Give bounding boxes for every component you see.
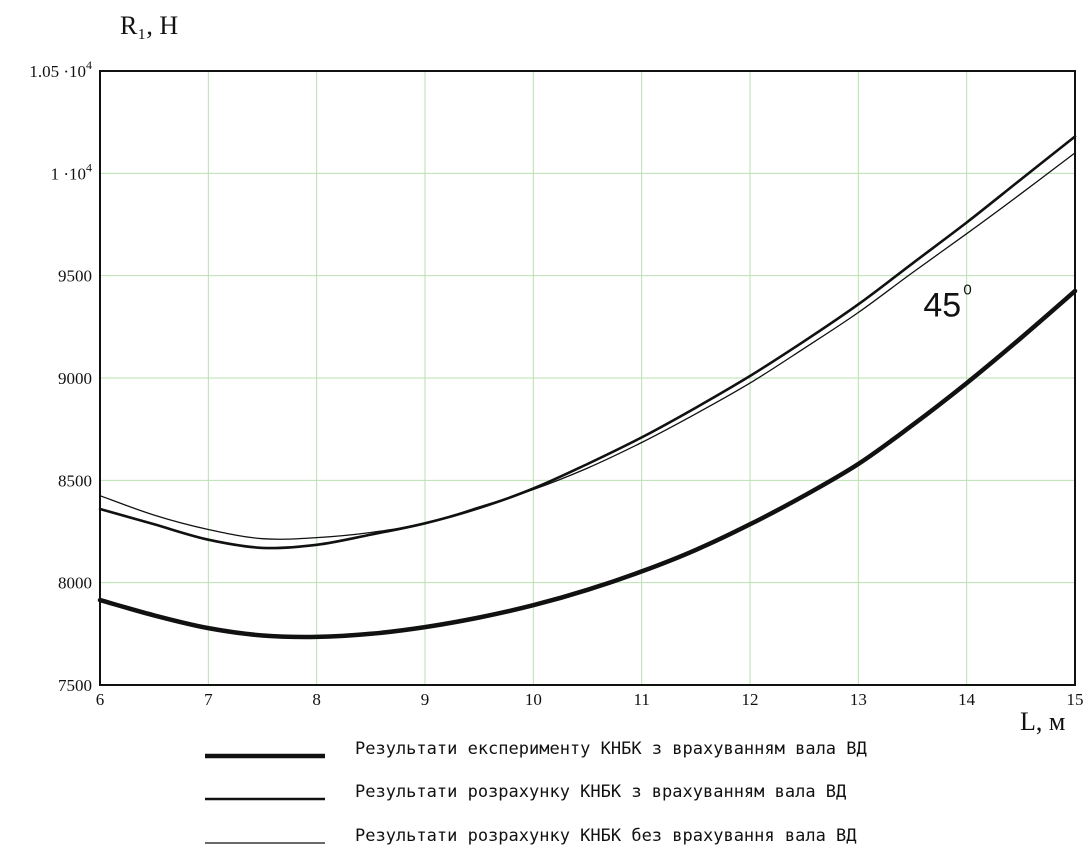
x-tick-label-6: 12 bbox=[742, 690, 759, 709]
x-tick-label-7: 13 bbox=[850, 690, 867, 709]
y-tick-labels: 7500 8000 8500 9000 9500 1 ·104 1.05 ·104 bbox=[29, 58, 92, 695]
legend-label-1: Результати розрахунку КНБК з врахуванням… bbox=[355, 782, 846, 802]
legend: Результати експерименту КНБК з врахуванн… bbox=[205, 739, 867, 846]
angle-annotation-degree: 0 bbox=[963, 282, 971, 299]
y-tick-label-4: 9500 bbox=[58, 267, 92, 286]
y-axis-label: R₁, Н bbox=[120, 11, 178, 40]
legend-label-2: Результати розрахунку КНБК без врахуванн… bbox=[355, 826, 857, 846]
series-lines bbox=[97, 135, 1078, 640]
legend-label-0: Результати експерименту КНБК з врахуванн… bbox=[355, 739, 867, 759]
x-tick-label-4: 10 bbox=[525, 690, 542, 709]
angle-annotation: 45 bbox=[923, 287, 961, 325]
x-tick-label-8: 14 bbox=[958, 690, 976, 709]
x-tick-label-2: 8 bbox=[312, 690, 321, 709]
x-tick-label-5: 11 bbox=[633, 690, 649, 709]
plot-frame bbox=[99, 70, 1076, 686]
series-line-2 bbox=[99, 152, 1076, 540]
grid bbox=[100, 71, 1075, 685]
x-axis-label: L, м bbox=[1020, 707, 1065, 736]
series-line-1 bbox=[98, 135, 1077, 550]
y-tick-label-1: 8000 bbox=[58, 574, 92, 593]
y-tick-label-2: 8500 bbox=[58, 471, 92, 490]
x-tick-labels: 6 7 8 9 10 11 12 13 14 15 bbox=[96, 690, 1084, 709]
x-tick-label-9: 15 bbox=[1067, 690, 1084, 709]
y-tick-label-6: 1.05 ·104 bbox=[29, 58, 92, 81]
x-tick-label-0: 6 bbox=[96, 690, 105, 709]
x-tick-label-1: 7 bbox=[204, 690, 213, 709]
x-tick-label-3: 9 bbox=[421, 690, 430, 709]
y-tick-label-5: 1 ·104 bbox=[51, 160, 92, 183]
y-tick-label-0: 7500 bbox=[58, 676, 92, 695]
series-line-0 bbox=[97, 288, 1078, 640]
y-tick-label-3: 9000 bbox=[58, 369, 92, 388]
